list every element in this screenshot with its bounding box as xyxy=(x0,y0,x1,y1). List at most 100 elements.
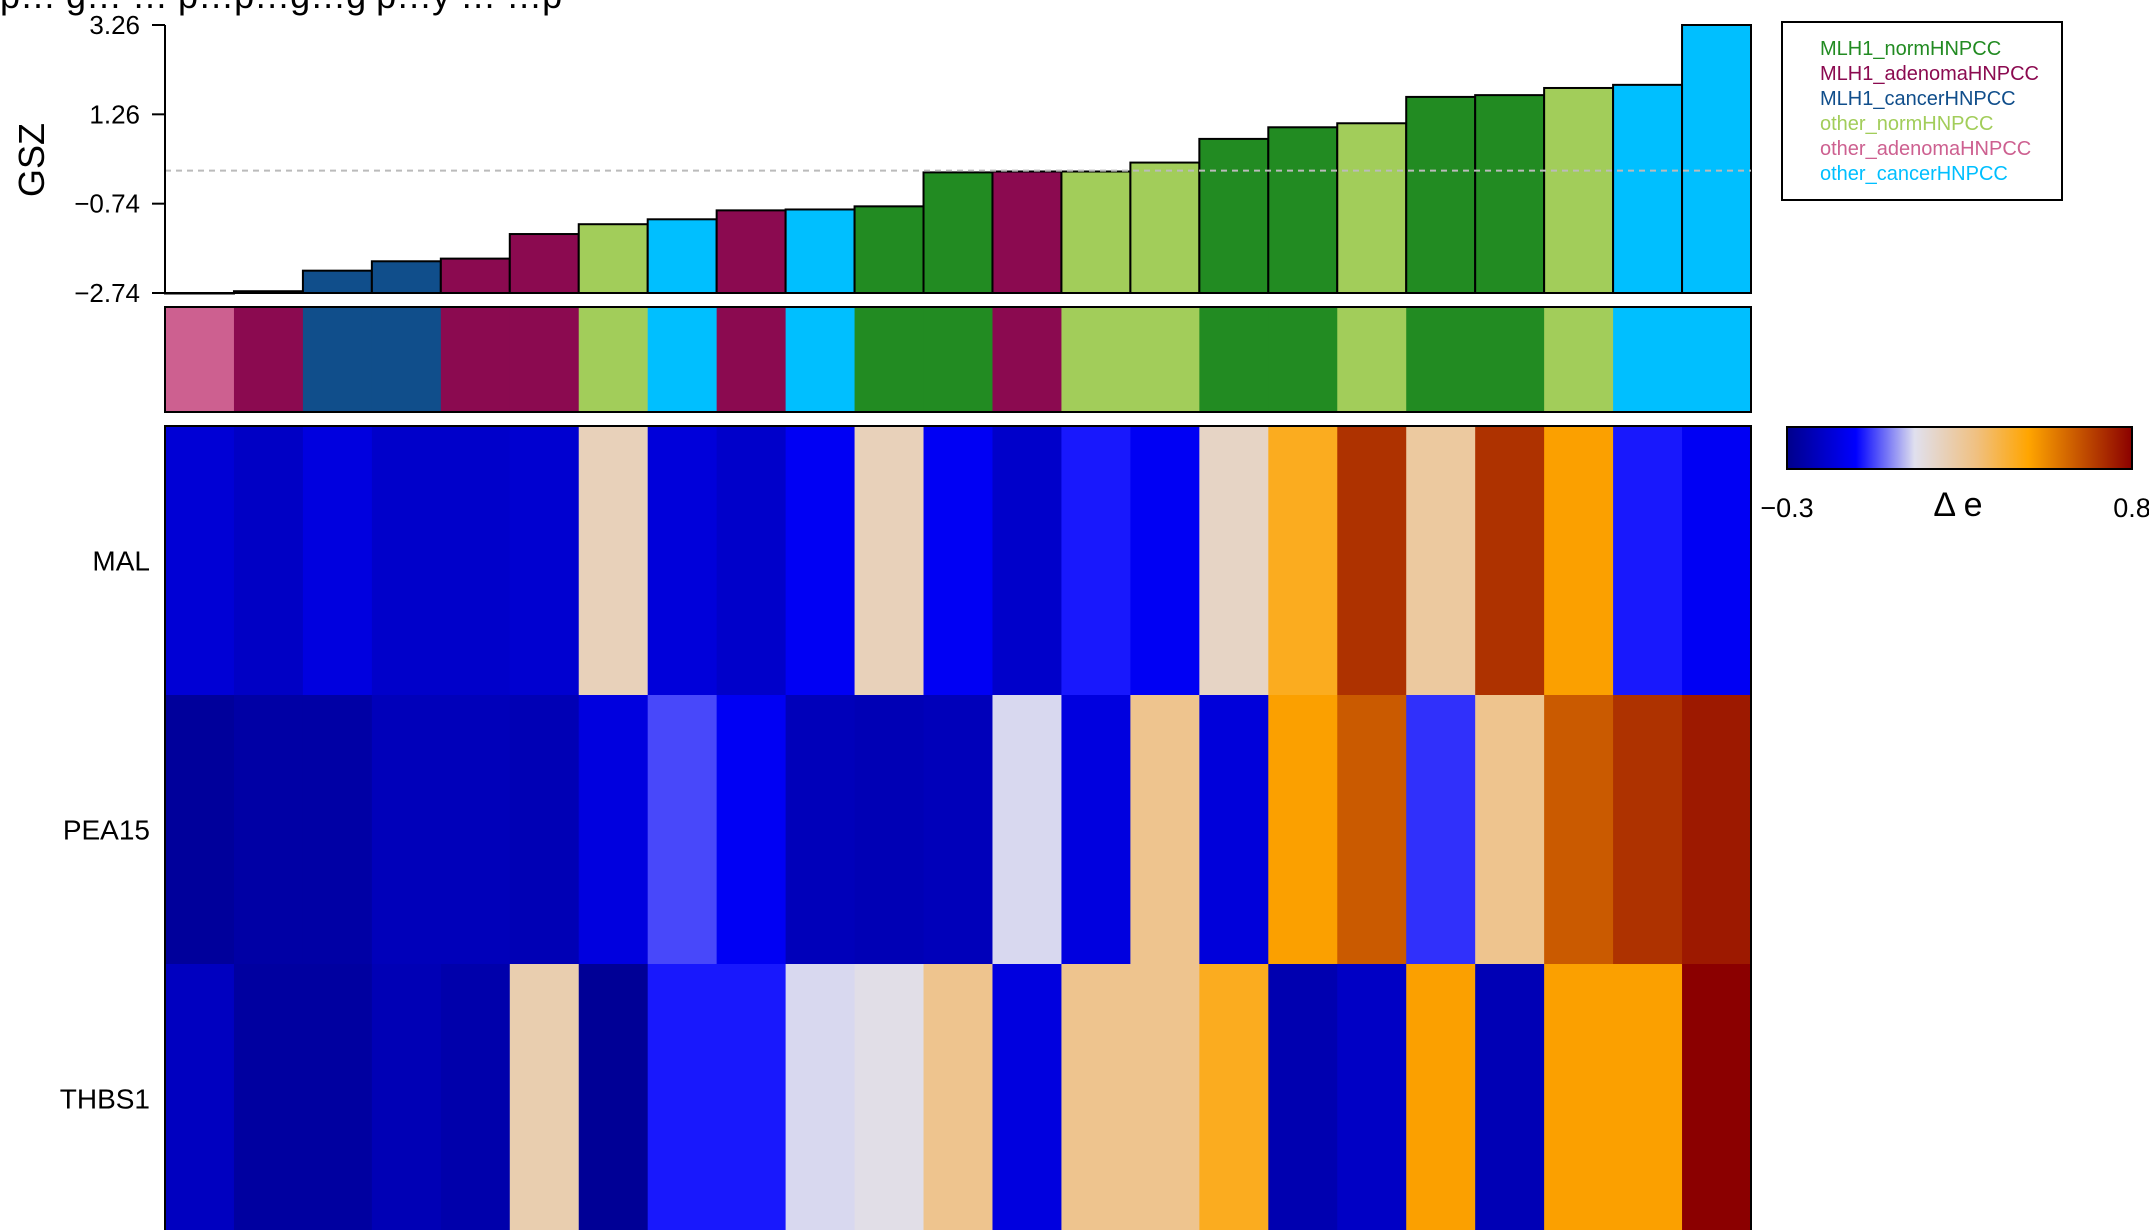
y-axis-label: GSZ xyxy=(11,123,52,197)
heatmap-cell xyxy=(302,964,373,1230)
heatmap-cell xyxy=(1061,964,1131,1230)
heatmap-cell xyxy=(1613,964,1683,1230)
heatmap-cell xyxy=(854,964,925,1230)
annotation-cell xyxy=(992,307,1063,412)
annotation-cell xyxy=(785,307,856,412)
heatmap-cell xyxy=(716,426,787,696)
heatmap-cell xyxy=(1130,426,1200,696)
heatmap-cell xyxy=(1475,426,1545,696)
annotation-cell xyxy=(647,307,718,412)
legend-entry: other_cancerHNPCC xyxy=(1820,163,2008,185)
bar xyxy=(922,171,994,294)
heatmap-cell xyxy=(1337,426,1407,696)
bar xyxy=(1336,122,1408,295)
bar xyxy=(301,269,373,294)
annotation-cell xyxy=(1544,307,1614,412)
heatmap-cell xyxy=(165,426,235,696)
heatmap-cell xyxy=(1268,695,1338,965)
heatmap-cell xyxy=(1544,426,1614,696)
bar xyxy=(646,218,718,294)
legend-entry: MLH1_cancerHNPCC xyxy=(1820,88,2016,110)
heatmap-cell xyxy=(1406,964,1476,1230)
heatmap-cell xyxy=(923,426,994,696)
annotation-cell xyxy=(1199,307,1269,412)
heatmap-row-label: PEA15 xyxy=(63,815,150,846)
annotation-cell xyxy=(1406,307,1476,412)
heatmap-cell xyxy=(785,426,856,696)
heatmap-cell xyxy=(1268,964,1338,1230)
legend: MLH1_normHNPCC MLH1_adenomaHNPCC MLH1_canc… xyxy=(1781,21,2063,201)
y-tick-label: −2.74 xyxy=(74,278,140,308)
heatmap-cell xyxy=(1199,695,1269,965)
bar xyxy=(991,170,1063,294)
heatmap-cell xyxy=(440,426,511,696)
heatmap-cell xyxy=(992,695,1063,965)
annotation-cell xyxy=(854,307,925,412)
heatmap-cell xyxy=(233,426,304,696)
annotation-cell xyxy=(440,307,511,412)
annotation-cell xyxy=(1061,307,1131,412)
annotation-cell xyxy=(1268,307,1338,412)
heatmap-cell xyxy=(1544,695,1614,965)
bar-panel xyxy=(164,24,1752,295)
heatmap-cell xyxy=(647,695,718,965)
annotation-row-frame xyxy=(164,306,1752,413)
heatmap-cell xyxy=(1613,426,1683,696)
heatmap-cell xyxy=(165,964,235,1230)
heatmap-cell xyxy=(371,964,442,1230)
chart-title-fragment: p… g… … p…p…g…g p…y … …p xyxy=(0,0,562,16)
annotation-cell xyxy=(371,307,442,412)
heatmap-cell xyxy=(371,426,442,696)
bar xyxy=(784,208,856,294)
heatmap-cell xyxy=(1613,695,1683,965)
heatmap-cell xyxy=(1682,695,1752,965)
annotation-row xyxy=(165,307,1752,412)
annotation-cell xyxy=(233,307,304,412)
bar xyxy=(1198,137,1270,294)
bar xyxy=(1612,83,1684,294)
heatmap-cell xyxy=(992,964,1063,1230)
color-scale-bar xyxy=(1786,426,2133,470)
bar xyxy=(1267,126,1339,294)
annotation-cell xyxy=(1475,307,1545,412)
heatmap-cell xyxy=(854,695,925,965)
heatmap xyxy=(165,426,1752,1230)
heatmap-cell xyxy=(1337,695,1407,965)
heatmap-cell xyxy=(1544,964,1614,1230)
heatmap-cell xyxy=(1199,964,1269,1230)
heatmap-row-label: MAL xyxy=(92,546,150,577)
bar xyxy=(577,223,649,294)
heatmap-cell xyxy=(509,695,580,965)
heatmap-cell xyxy=(1061,426,1131,696)
heatmap-cell xyxy=(302,695,373,965)
heatmap-cell xyxy=(1130,695,1200,965)
heatmap-cell xyxy=(371,695,442,965)
heatmap-cell xyxy=(1199,426,1269,696)
heatmap-row-label: THBS1 xyxy=(60,1084,150,1115)
bar xyxy=(439,257,511,294)
y-axis: 3.26 1.26 −0.74 −2.74 xyxy=(74,10,166,308)
heatmap-cell xyxy=(854,426,925,696)
heatmap-cell xyxy=(509,964,580,1230)
heatmap-cell xyxy=(1682,426,1752,696)
heatmap-cell xyxy=(440,964,511,1230)
heatmap-cell xyxy=(1061,695,1131,965)
annotation-cell xyxy=(1682,307,1752,412)
heatmap-cell xyxy=(165,695,235,965)
heatmap-cell xyxy=(785,964,856,1230)
heatmap-cell xyxy=(440,695,511,965)
heatmap-cell xyxy=(1406,695,1476,965)
bar xyxy=(1060,170,1132,294)
color-scale-max-label: 0.8 xyxy=(2113,493,2149,523)
bar xyxy=(1474,94,1546,294)
y-tick-label: 3.26 xyxy=(89,10,140,40)
heatmap-cell xyxy=(578,695,649,965)
legend-entry: other_adenomaHNPCC xyxy=(1820,138,2031,160)
bar xyxy=(508,233,580,294)
heatmap-cell xyxy=(509,426,580,696)
heatmap-cell xyxy=(716,695,787,965)
legend-box xyxy=(1781,21,2063,201)
heatmap-cell xyxy=(647,964,718,1230)
heatmap-cell xyxy=(1268,426,1338,696)
